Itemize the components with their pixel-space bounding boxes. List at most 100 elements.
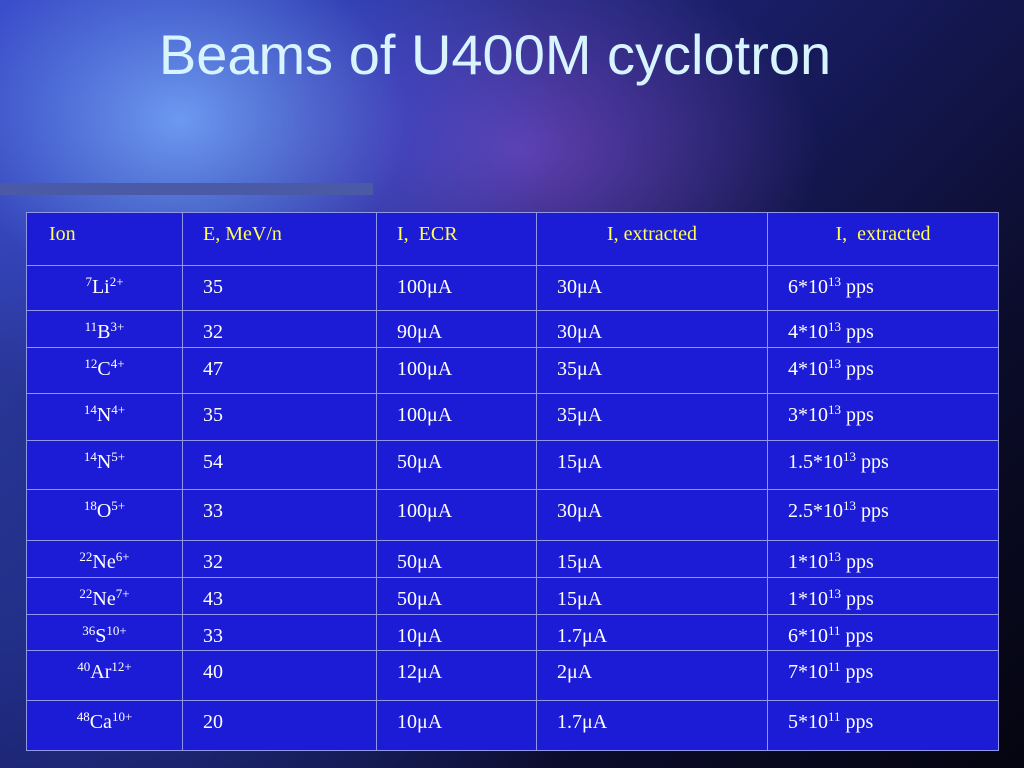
table-row: 18O5+ 33 100μA 30μA 2.5*1013 pps [26,489,999,541]
element: Ar [90,661,112,683]
header-cell: I, extracted [767,212,999,266]
intensity-base: 4*10 [788,321,828,343]
extracted-cell: 2μA [536,650,768,701]
intensity-unit: pps [845,661,874,683]
element: S [95,625,107,647]
table-row: 48Ca10+ 20 10μA 1.7μA 5*1011 pps [26,700,999,751]
intensity-exponent: 13 [828,319,841,334]
intensity-exponent: 11 [828,659,841,674]
charge: 7+ [115,586,130,601]
energy-cell: 35 [182,393,377,441]
intensity-exponent: 13 [828,356,841,371]
ecr-cell: 100μA [376,347,537,394]
intensity-unit: pps [846,551,874,573]
intensity-base: 6*10 [788,625,828,647]
mass-number: 22 [79,549,93,564]
intensity-unit: pps [846,358,874,380]
intensity-exponent: 13 [828,402,841,417]
table-row: 12C4+ 47 100μA 35μA 4*1013 pps [26,347,999,394]
mass-number: 48 [76,709,90,724]
ion-cell: 14N4+ [26,393,183,441]
ion-cell: 7Li2+ [26,265,183,311]
ecr-cell: 90μA [376,310,537,348]
intensity-base: 6*10 [788,276,828,298]
mass-number: 11 [84,319,98,334]
intensity-unit: pps [846,321,874,343]
intensity-unit: pps [861,451,889,473]
energy-cell: 43 [182,577,377,615]
energy-cell: 47 [182,347,377,394]
intensity-base: 3*10 [788,404,828,426]
ion-cell: 12C4+ [26,347,183,394]
table-row: 14N4+ 35 100μA 35μA 3*1013 pps [26,393,999,441]
energy-cell: 54 [182,440,377,490]
slide-title: Beams of U400M cyclotron [158,23,832,86]
ecr-cell: 50μA [376,540,537,578]
table-row: 14N5+ 54 50μA 15μA 1.5*1013 pps [26,440,999,490]
intensity-base: 4*10 [788,358,828,380]
element: O [96,500,112,522]
intensity-base: 2.5*10 [788,500,843,522]
header-cell: I, extracted [536,212,768,266]
ecr-cell: 12μA [376,650,537,701]
energy-cell: 32 [182,540,377,578]
intensity-exponent: 13 [828,274,841,289]
mass-number: 7 [85,274,92,289]
intensity-cell: 1.5*1013 pps [767,440,999,490]
table-row: 36S10+ 33 10μA 1.7μA 6*1011 pps [26,614,999,651]
element: C [97,358,111,380]
element: Ne [92,551,116,573]
extracted-cell: 30μA [536,265,768,311]
ion-cell: 18O5+ [26,489,183,541]
extracted-cell: 15μA [536,577,768,615]
intensity-base: 5*10 [788,711,828,733]
intensity-exponent: 11 [828,623,841,638]
mass-number: 40 [77,659,91,674]
table-row: 40Ar12+ 40 12μA 2μA 7*1011 pps [26,650,999,701]
ecr-cell: 50μA [376,440,537,490]
energy-cell: 32 [182,310,377,348]
charge: 4+ [110,356,125,371]
mass-number: 18 [83,498,97,513]
header-cell: Ion [26,212,183,266]
charge: 5+ [111,449,126,464]
intensity-cell: 5*1011 pps [767,700,999,751]
intensity-cell: 6*1013 pps [767,265,999,311]
intensity-unit: pps [861,500,889,522]
charge: 2+ [109,274,124,289]
element: N [96,404,112,426]
intensity-base: 1*10 [788,551,828,573]
intensity-unit: pps [845,625,874,647]
ecr-cell: 100μA [376,489,537,541]
divider-bar [0,183,373,195]
intensity-base: 1.5*10 [788,451,843,473]
charge: 10+ [106,623,127,638]
intensity-exponent: 13 [843,498,856,513]
extracted-cell: 30μA [536,489,768,541]
beams-table: Ion E, MeV/n I, ECR I, extracted I, extracte… [26,212,999,751]
ecr-cell: 100μA [376,265,537,311]
element: B [97,321,111,343]
intensity-cell: 1*1013 pps [767,540,999,578]
table-row: 11B3+ 32 90μA 30μA 4*1013 pps [26,310,999,348]
element: Ne [92,588,116,610]
mass-number: 12 [84,356,98,371]
intensity-unit: pps [845,711,874,733]
ion-cell: 48Ca10+ [26,700,183,751]
intensity-cell: 6*1011 pps [767,614,999,651]
intensity-exponent: 13 [828,586,841,601]
element: Li [91,276,110,298]
ion-cell: 11B3+ [26,310,183,348]
ecr-cell: 50μA [376,577,537,615]
energy-cell: 33 [182,614,377,651]
extracted-cell: 15μA [536,440,768,490]
intensity-cell: 2.5*1013 pps [767,489,999,541]
ecr-cell: 10μA [376,700,537,751]
intensity-base: 7*10 [788,661,828,683]
mass-number: 14 [83,402,97,417]
mass-number: 14 [83,449,97,464]
charge: 10+ [111,709,133,724]
header-row: Ion E, MeV/n I, ECR I, extracted I, extracte… [26,212,999,266]
energy-cell: 35 [182,265,377,311]
